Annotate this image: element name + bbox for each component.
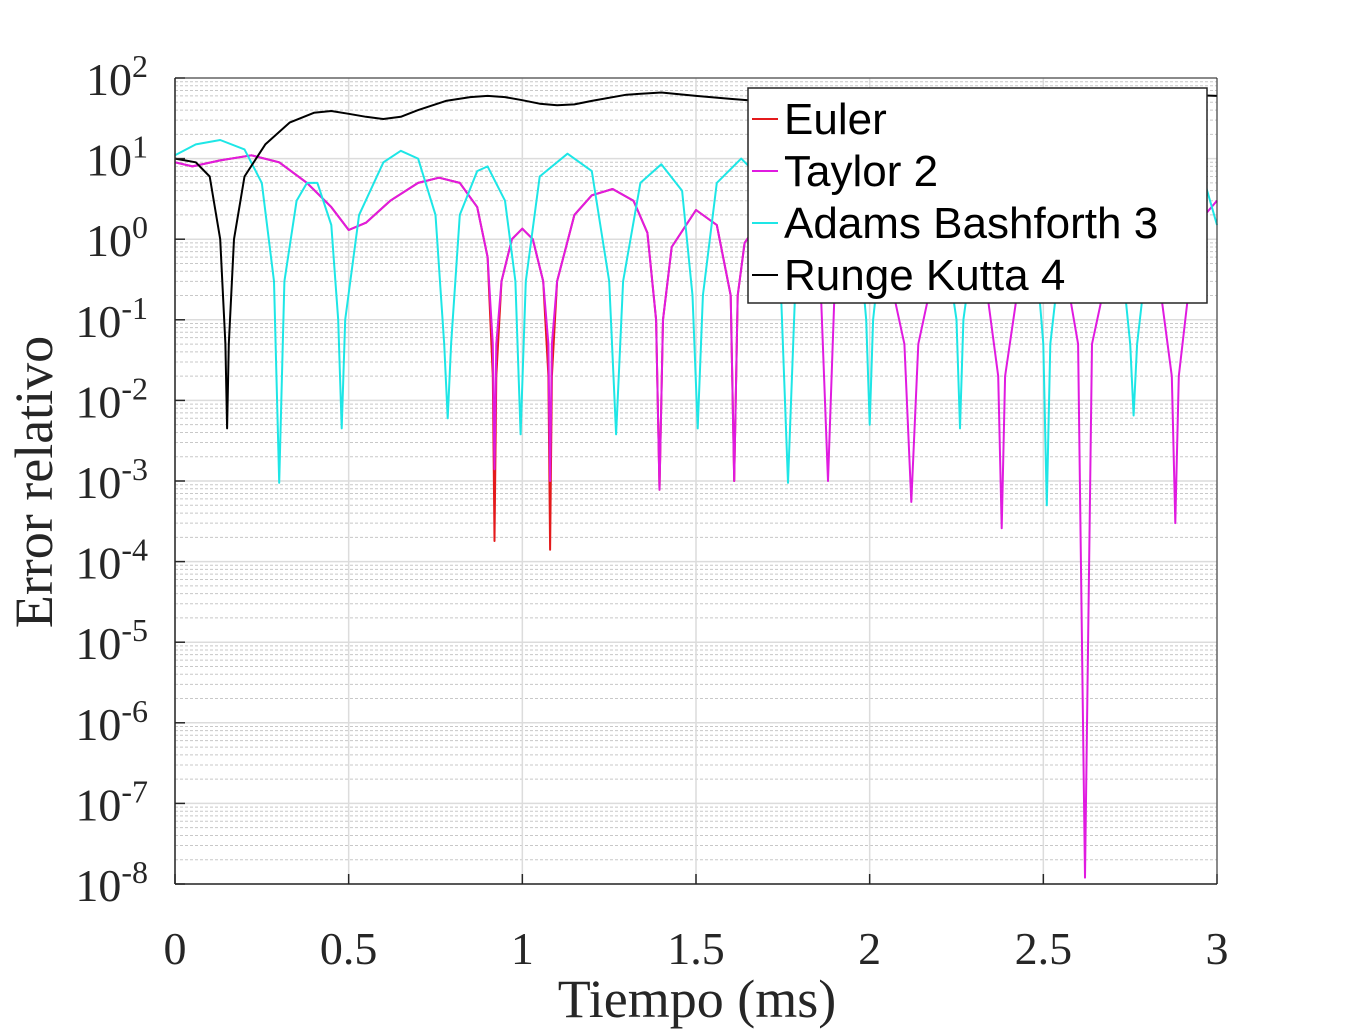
tick-labels: 0 0.5 1 1.5 2 2.5 3 102 101 100 10-1 10-2 10-3 10-4 10… — [75, 48, 1228, 974]
y-tick-label: 10-8 — [75, 854, 148, 911]
y-tick-label: 10-6 — [75, 693, 148, 750]
legend-label: Euler — [784, 95, 887, 144]
y-tick-label: 101 — [86, 129, 148, 186]
legend-label: Adams Bashforth 3 — [784, 199, 1158, 248]
x-axis-label: Tiempo (ms) — [558, 969, 837, 1029]
x-tick-label: 0 — [164, 923, 187, 974]
y-tick-label: 10-3 — [75, 451, 148, 508]
legend-label: Runge Kutta 4 — [784, 251, 1065, 300]
x-tick-label: 3 — [1206, 923, 1229, 974]
y-tick-label: 10-4 — [75, 532, 148, 589]
y-tick-label: 10-2 — [75, 370, 148, 427]
x-tick-label: 0.5 — [320, 923, 378, 974]
series-line-3 — [174, 91, 1218, 430]
y-axis-label: Error relativo — [4, 336, 64, 628]
axes — [174, 77, 1218, 885]
legend-label: Taylor 2 — [784, 147, 938, 196]
x-tick-label: 2 — [858, 923, 881, 974]
y-tick-label: 10-1 — [75, 290, 148, 347]
y-tick-label: 102 — [86, 48, 148, 105]
x-tick-label: 1 — [511, 923, 534, 974]
legend-box — [747, 87, 1208, 304]
x-tick-label: 2.5 — [1015, 923, 1073, 974]
y-tick-label: 10-5 — [75, 612, 148, 669]
y-tick-label: 100 — [86, 209, 148, 266]
x-tick-label: 1.5 — [667, 923, 725, 974]
y-tick-label: 10-7 — [75, 773, 148, 830]
